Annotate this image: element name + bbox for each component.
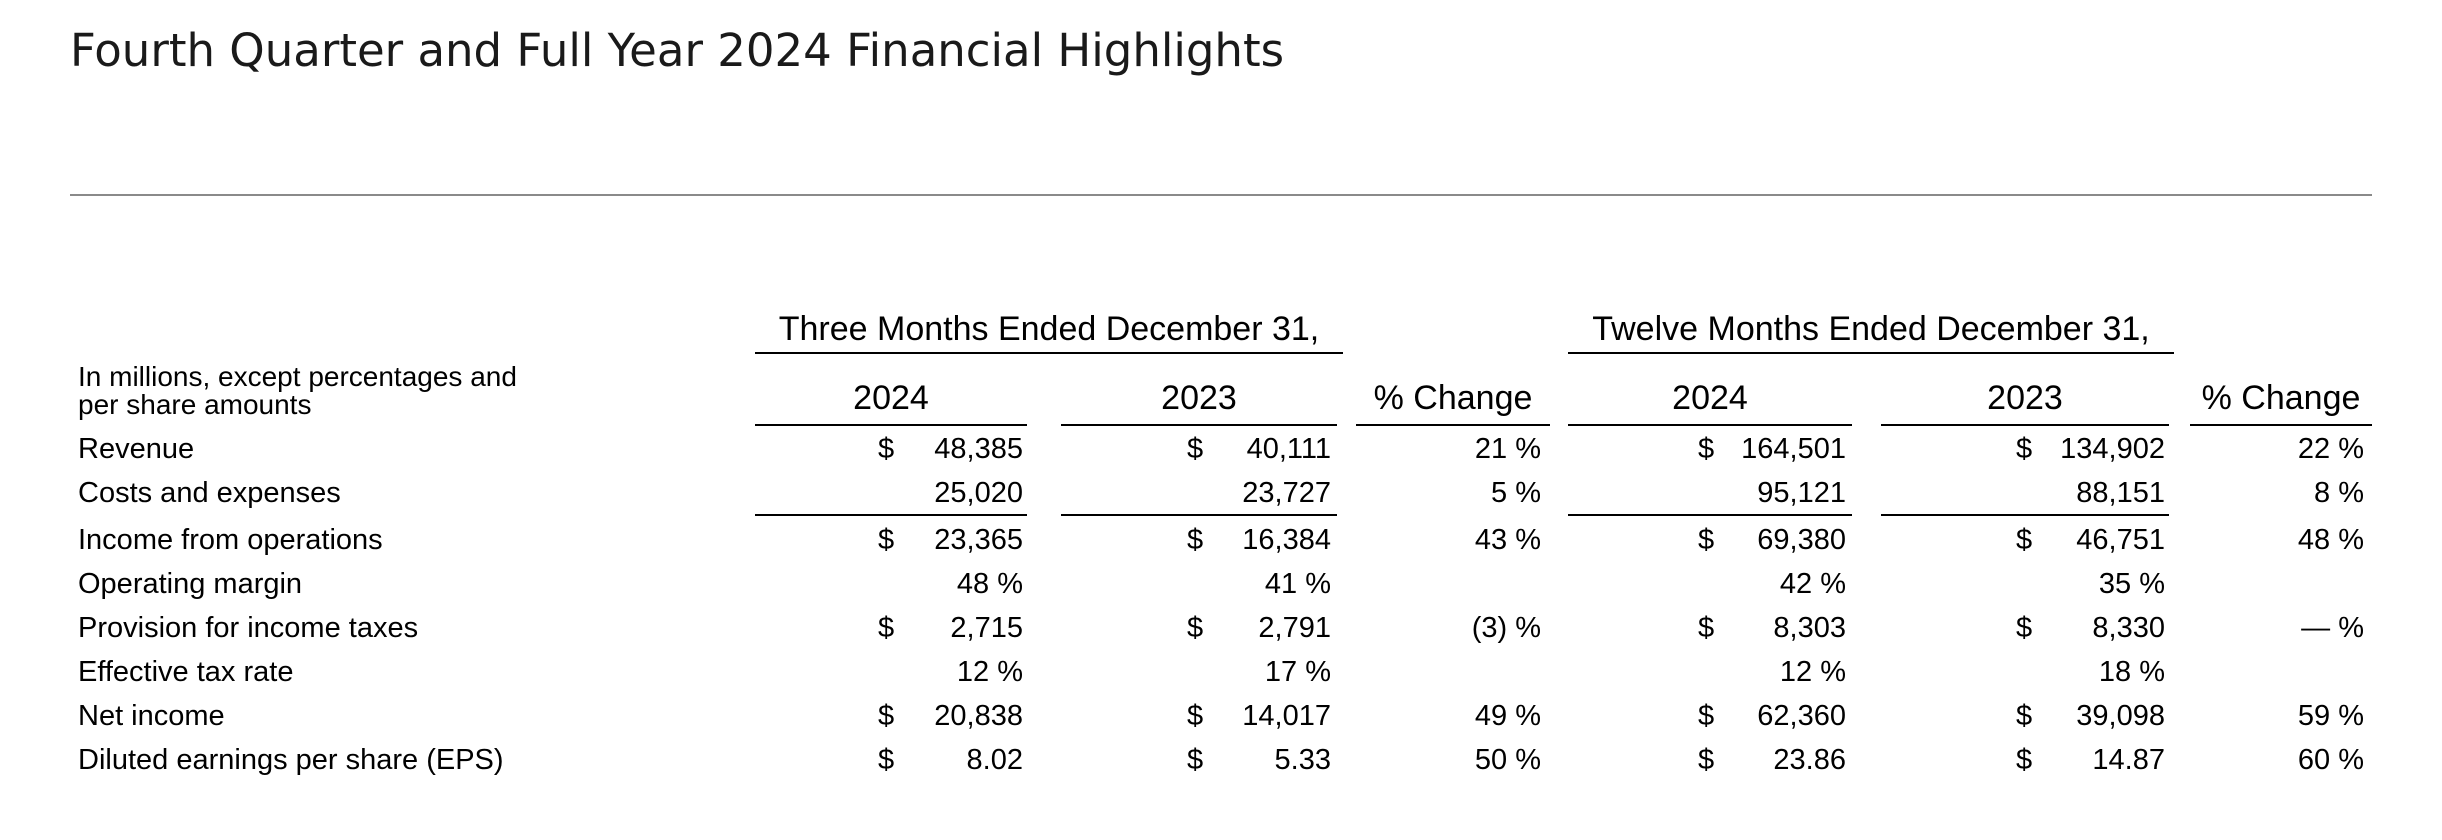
cell-value-12m-2024: 8,303 — [1773, 612, 1846, 644]
cell-value-3m-2023: 40,111 — [1246, 433, 1331, 465]
cell-value-3m-2023: 23,727 — [1242, 477, 1331, 509]
cell-value-3m-2023: 41 % — [1264, 568, 1331, 600]
currency-symbol: $ — [878, 700, 895, 732]
stub-header-line-2: per share amounts — [78, 389, 312, 420]
cell-value-3m-2024: 48 % — [956, 568, 1023, 600]
currency-symbol: $ — [1187, 433, 1204, 465]
cell-value-3m-2024: 12 % — [956, 656, 1023, 688]
cell-value-3m-2024: 25,020 — [934, 477, 1023, 509]
currency-symbol: $ — [1187, 700, 1204, 732]
group-header-three-months: Three Months Ended December 31, — [778, 310, 1320, 348]
cell-value-12m-2023: 46,751 — [2076, 524, 2165, 556]
cell-value-12m-2023: 8,330 — [2092, 612, 2165, 644]
cell-value-3m-2024: 48,385 — [934, 433, 1023, 465]
currency-symbol: $ — [878, 524, 895, 556]
row-label: Operating margin — [78, 568, 303, 600]
currency-symbol: $ — [1698, 524, 1715, 556]
currency-symbol: $ — [1698, 433, 1715, 465]
cell-value-12m-2024: 23.86 — [1773, 744, 1846, 776]
cell-value-12m-2023: 35 % — [2098, 568, 2165, 600]
row-label: Net income — [78, 700, 225, 732]
column-underline-3m-change — [1356, 424, 1550, 426]
currency-symbol: $ — [1698, 612, 1715, 644]
column-underline-12m-2023 — [1881, 424, 2169, 426]
currency-symbol: $ — [2016, 524, 2033, 556]
cell-value-12m-2024: 69,380 — [1757, 524, 1846, 556]
column-underline-3m-2023 — [1061, 424, 1337, 426]
cell-value-12m-change: 22 % — [2297, 433, 2364, 465]
currency-symbol: $ — [1187, 524, 1204, 556]
row-label: Revenue — [78, 433, 195, 465]
stub-header-line-1: In millions, except percentages and — [78, 361, 517, 392]
column-underline-12m-change — [2190, 424, 2372, 426]
group-underline-twelve-months — [1568, 352, 2174, 354]
cell-value-3m-2024: 8.02 — [966, 744, 1023, 776]
cell-value-3m-change: (3) % — [1471, 612, 1541, 644]
cell-value-3m-2023: 5.33 — [1274, 744, 1331, 776]
cell-value-3m-2023: 17 % — [1264, 656, 1331, 688]
row-label: Diluted earnings per share (EPS) — [78, 744, 504, 776]
cell-value-3m-2024: 2,715 — [950, 612, 1023, 644]
column-header-12m-2023: 2023 — [1987, 379, 2063, 417]
cell-value-12m-2024: 62,360 — [1757, 700, 1846, 732]
column-header-3m-change: % Change — [1373, 379, 1533, 417]
cell-value-12m-change: 48 % — [2297, 524, 2364, 556]
cell-value-3m-2024: 23,365 — [934, 524, 1023, 556]
cell-value-3m-2023: 14,017 — [1242, 700, 1331, 732]
currency-symbol: $ — [2016, 612, 2033, 644]
cell-value-12m-2024: 164,501 — [1741, 433, 1846, 465]
cell-value-12m-2024: 95,121 — [1757, 477, 1846, 509]
column-header-12m-2024: 2024 — [1672, 379, 1748, 417]
cell-value-12m-2023: 18 % — [2098, 656, 2165, 688]
subtotal-underline-3m-2023 — [1061, 514, 1337, 516]
cell-value-12m-change: 59 % — [2297, 700, 2364, 732]
subtotal-underline-12m-2023 — [1881, 514, 2169, 516]
cell-value-3m-change: 50 % — [1474, 744, 1541, 776]
currency-symbol: $ — [1187, 612, 1204, 644]
column-header-3m-2023: 2023 — [1161, 379, 1237, 417]
cell-value-3m-2024: 20,838 — [934, 700, 1023, 732]
row-label: Income from operations — [78, 524, 383, 556]
cell-value-3m-change: 21 % — [1474, 433, 1541, 465]
cell-value-3m-2023: 16,384 — [1242, 524, 1331, 556]
cell-value-12m-change: — % — [2301, 612, 2364, 644]
cell-value-12m-change: 8 % — [2314, 477, 2364, 509]
currency-symbol: $ — [2016, 744, 2033, 776]
currency-symbol: $ — [878, 612, 895, 644]
cell-value-12m-2024: 12 % — [1779, 656, 1846, 688]
row-label: Effective tax rate — [78, 656, 294, 688]
cell-value-3m-change: 49 % — [1474, 700, 1541, 732]
column-header-12m-change: % Change — [2201, 379, 2361, 417]
currency-symbol: $ — [878, 433, 895, 465]
cell-value-12m-2023: 14.87 — [2092, 744, 2165, 776]
currency-symbol: $ — [878, 744, 895, 776]
currency-symbol: $ — [2016, 700, 2033, 732]
currency-symbol: $ — [1698, 744, 1715, 776]
group-header-twelve-months: Twelve Months Ended December 31, — [1592, 310, 2150, 348]
subtotal-underline-3m-2024 — [755, 514, 1027, 516]
row-label: Provision for income taxes — [78, 612, 419, 644]
cell-value-12m-2024: 42 % — [1779, 568, 1846, 600]
row-label: Costs and expenses — [78, 477, 341, 509]
currency-symbol: $ — [2016, 433, 2033, 465]
cell-value-12m-2023: 39,098 — [2076, 700, 2165, 732]
cell-value-12m-2023: 134,902 — [2060, 433, 2165, 465]
cell-value-3m-change: 43 % — [1474, 524, 1541, 556]
subtotal-underline-12m-2024 — [1568, 514, 1852, 516]
cell-value-12m-change: 60 % — [2297, 744, 2364, 776]
currency-symbol: $ — [1187, 744, 1204, 776]
column-underline-12m-2024 — [1568, 424, 1852, 426]
group-underline-three-months — [755, 352, 1343, 354]
page-title: Fourth Quarter and Full Year 2024 Financ… — [70, 24, 1285, 77]
cell-value-3m-change: 5 % — [1491, 477, 1541, 509]
cell-value-3m-2023: 2,791 — [1258, 612, 1331, 644]
currency-symbol: $ — [1698, 700, 1715, 732]
column-header-3m-2024: 2024 — [853, 379, 929, 417]
cell-value-12m-2023: 88,151 — [2076, 477, 2165, 509]
column-underline-3m-2024 — [755, 424, 1027, 426]
title-divider — [70, 194, 2372, 196]
